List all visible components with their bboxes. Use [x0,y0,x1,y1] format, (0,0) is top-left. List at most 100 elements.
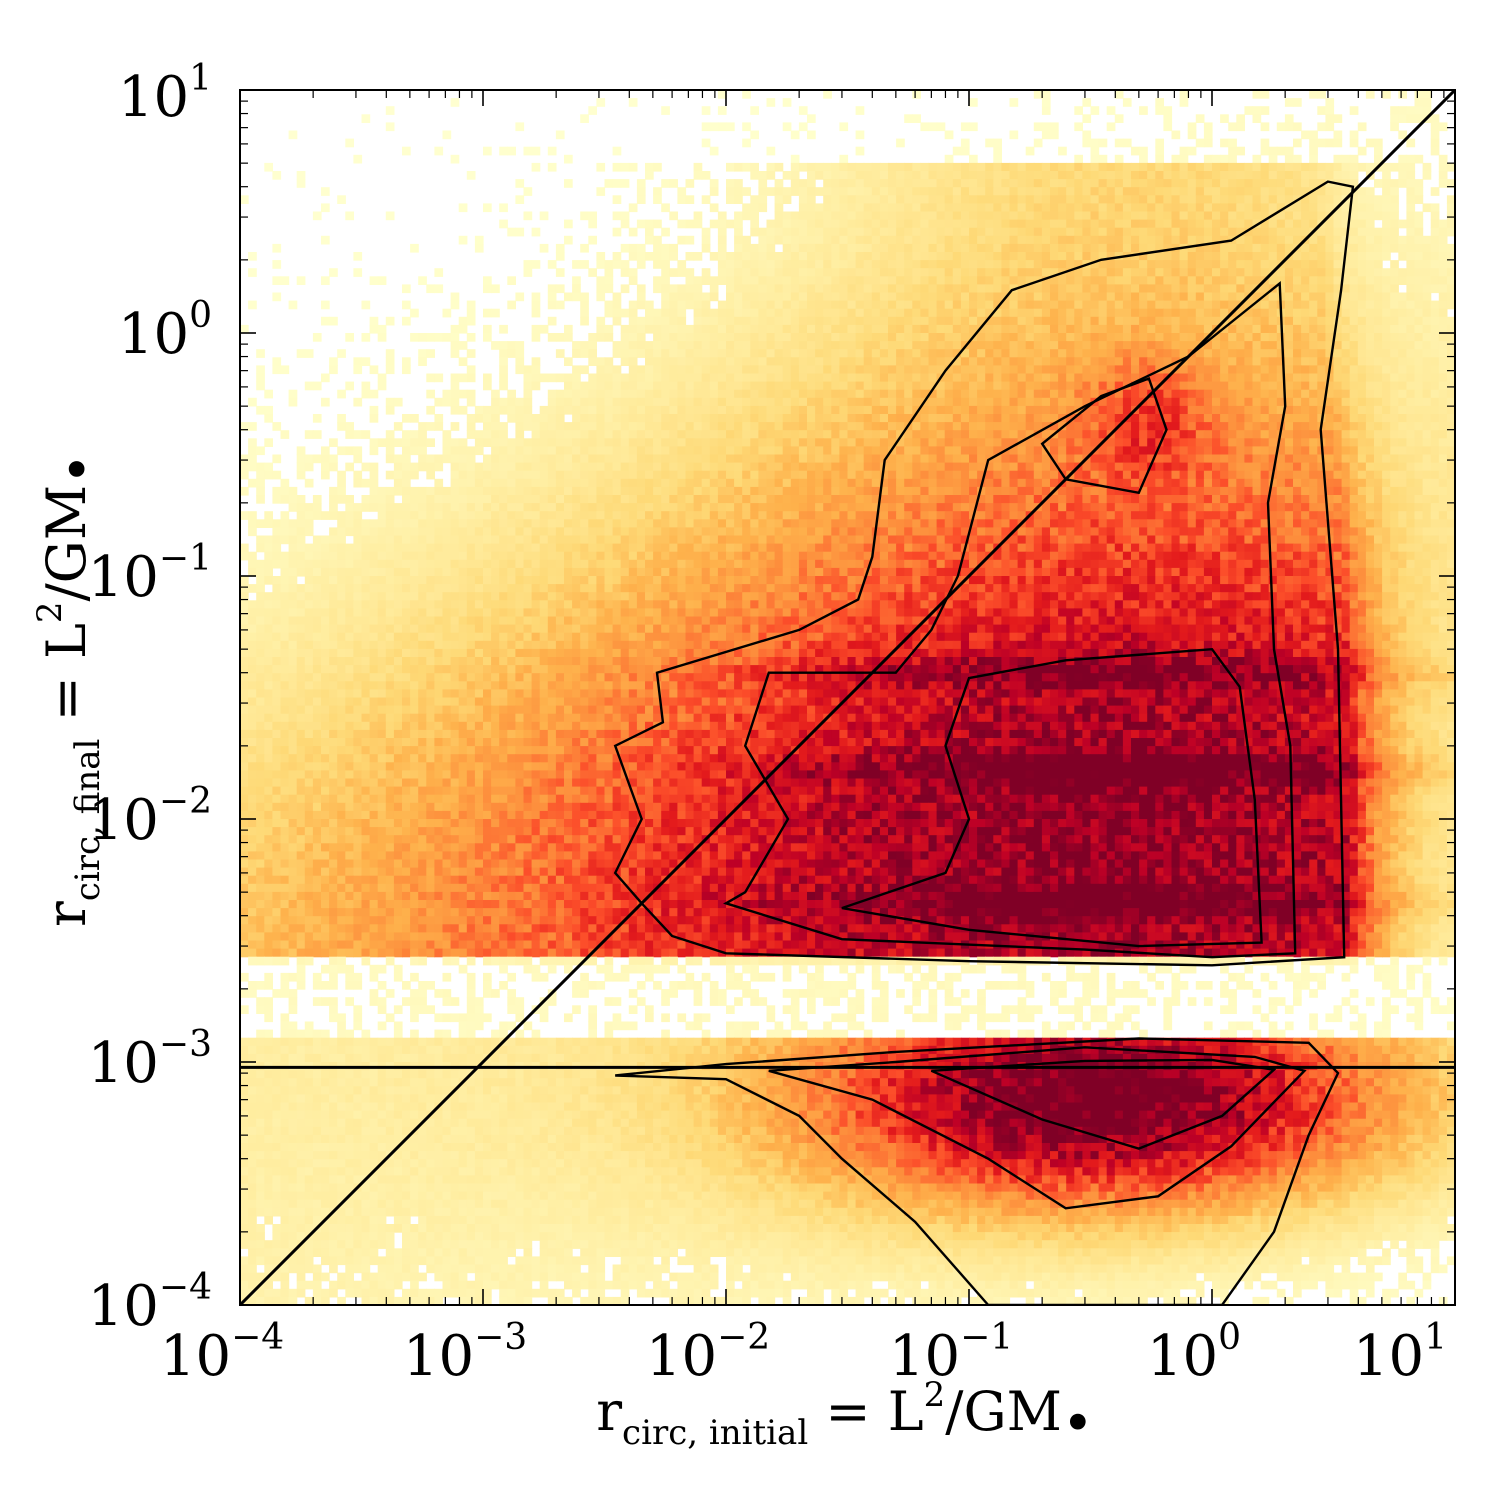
heatmap-cell [1163,260,1173,269]
heatmap-cell [1147,397,1156,407]
heatmap-cell [1009,324,1019,334]
heatmap-cell [871,187,881,196]
heatmap-cell [636,365,646,375]
heatmap-cell [717,486,727,496]
heatmap-cell [1066,308,1075,318]
heatmap-cell [458,389,468,399]
heatmap-cell [977,397,986,407]
heatmap-cell [1325,260,1335,269]
heatmap-cell [1309,316,1318,326]
heatmap-cell [1009,292,1019,302]
heatmap-cell [717,276,727,285]
heatmap-cell [717,430,727,439]
heatmap-cell [782,446,792,456]
heatmap-cell [1179,405,1189,415]
heatmap-cell [612,300,622,310]
heatmap-cell [1309,365,1318,375]
heatmap-cell [952,341,962,350]
heatmap-cell [645,357,654,366]
heatmap-cell [685,219,695,229]
heatmap-cell [936,252,946,261]
heatmap-cell [863,478,873,488]
heatmap-cell [1179,365,1189,375]
heatmap-cell [685,470,695,480]
heatmap-cell [280,486,290,496]
heatmap-cell [815,422,824,431]
heatmap-cell [1114,90,1124,99]
heatmap-cell [952,486,962,496]
heatmap-cell [1301,195,1310,204]
heatmap-cell [815,414,824,423]
heatmap-cell [661,179,670,188]
heatmap-cell [1106,276,1116,285]
heatmap-cell [1179,195,1189,204]
heatmap-cell [450,462,460,472]
heatmap-cell [483,333,492,342]
heatmap-cell [1212,446,1221,456]
heatmap-cell [491,389,500,399]
heatmap-cell [1430,122,1440,132]
heatmap-cell [539,462,549,472]
heatmap-cell [1446,300,1455,310]
heatmap-cell [1122,438,1132,447]
heatmap-cell [879,308,889,318]
heatmap-cell [758,365,768,375]
heatmap-cell [888,195,897,204]
heatmap-cell [766,300,776,310]
heatmap-cell [823,179,832,188]
heatmap-cell [1382,470,1391,480]
heatmap-cell [393,462,403,472]
heatmap-cell [620,349,630,358]
heatmap-cell [985,219,994,229]
heatmap-cell [912,187,921,196]
heatmap-cell [693,430,703,439]
heatmap-cell [1131,478,1140,488]
heatmap-cell [661,470,670,480]
heatmap-cell [1268,405,1278,415]
heatmap-cell [1406,171,1416,180]
heatmap-cell [758,389,768,399]
heatmap-cell [1106,268,1116,277]
heatmap-cell [515,422,525,431]
heatmap-cell [1074,292,1083,302]
heatmap-cell [1041,373,1051,383]
heatmap-cell [507,438,516,447]
heatmap-cell [1220,114,1229,123]
heatmap-cell [977,252,986,261]
heatmap-cell [960,276,970,285]
heatmap-cell [685,462,695,472]
heatmap-cell [774,260,784,269]
heatmap-cell [928,187,938,196]
heatmap-cell [361,300,371,310]
heatmap-cell [1284,114,1294,123]
heatmap-cell [701,422,711,431]
heatmap-cell [523,470,533,480]
heatmap-cell [1090,106,1100,115]
heatmap-cell [1317,276,1326,285]
heatmap-cell [1050,187,1059,196]
heatmap-cell [912,211,921,221]
heatmap-cell [1220,414,1229,423]
heatmap-cell [1414,252,1424,261]
heatmap-cell [1171,470,1181,480]
heatmap-cell [1301,243,1310,253]
heatmap-cell [1131,470,1140,480]
heatmap-cell [709,316,719,326]
heatmap-cell [1163,430,1173,439]
heatmap-cell [1357,122,1367,132]
heatmap-cell [1357,243,1367,253]
heatmap-cell [1009,389,1019,399]
heatmap-cell [750,227,759,237]
heatmap-cell [499,438,508,447]
heatmap-cell [580,300,589,310]
heatmap-cell [944,260,954,269]
heatmap-cell [1074,454,1083,464]
heatmap-cell [1430,357,1440,366]
heatmap-cell [1382,373,1391,383]
heatmap-cell [483,470,492,480]
heatmap-cell [952,470,962,480]
heatmap-cell [1293,316,1302,326]
heatmap-cell [888,211,897,221]
heatmap-cell [1050,470,1059,480]
heatmap-cell [1203,292,1213,302]
